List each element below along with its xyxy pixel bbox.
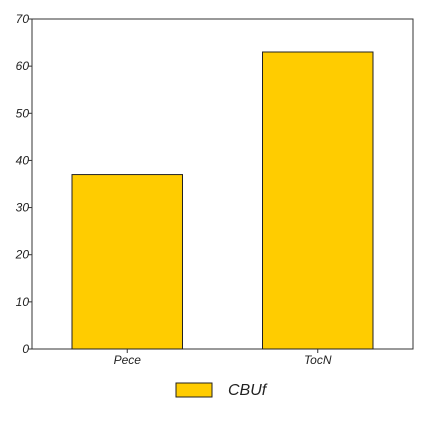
bar-pece bbox=[71, 174, 183, 350]
x-tick-label: Pece bbox=[114, 353, 142, 367]
y-tick-label: 60 bbox=[16, 59, 30, 73]
legend-swatch bbox=[175, 382, 213, 398]
y-tick-label: 70 bbox=[16, 12, 30, 26]
legend-label: CBUf bbox=[228, 382, 268, 399]
x-tick-label: TocN bbox=[304, 353, 332, 367]
y-tick-label: 50 bbox=[16, 106, 30, 120]
x-axis: Pece TocN bbox=[114, 349, 332, 367]
y-axis: 0 10 20 30 40 50 60 70 bbox=[15, 12, 32, 356]
y-tick-label: 20 bbox=[15, 248, 30, 262]
y-tick-label: 40 bbox=[16, 153, 30, 167]
bars bbox=[71, 51, 374, 350]
y-tick-label: 30 bbox=[16, 201, 30, 215]
y-tick-label: 0 bbox=[22, 342, 29, 356]
bar-tocn bbox=[262, 51, 374, 350]
y-tick-label: 10 bbox=[16, 295, 30, 309]
legend: CBUf bbox=[175, 382, 268, 399]
